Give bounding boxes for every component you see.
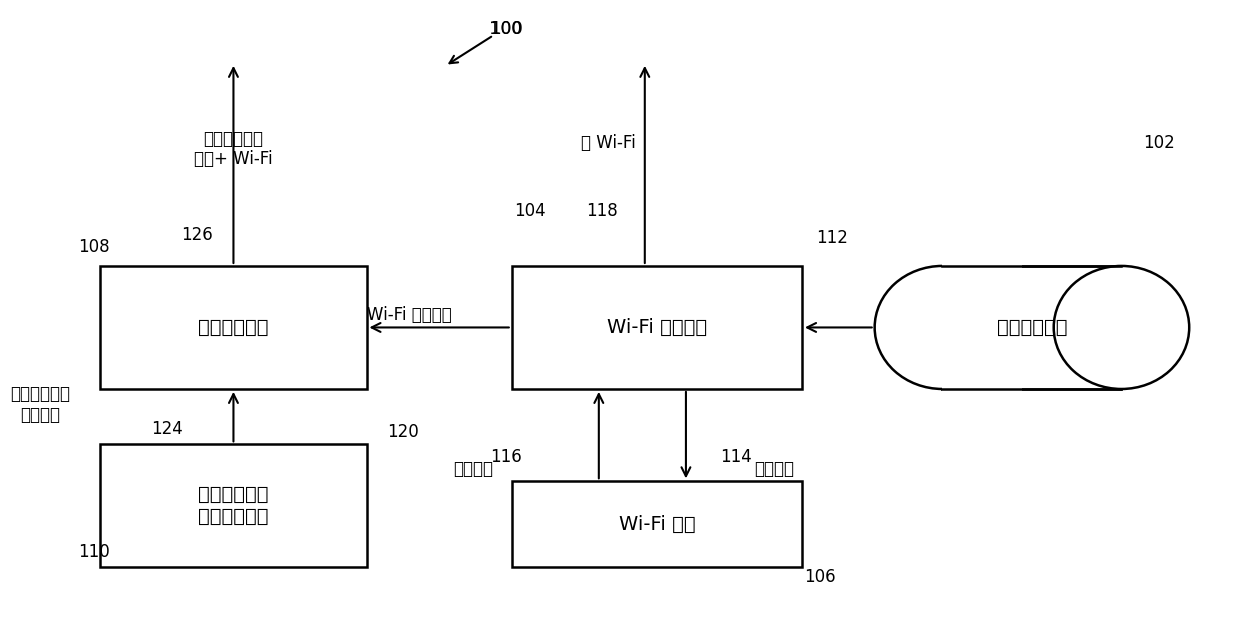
Text: 126: 126 (181, 226, 213, 244)
Text: 120: 120 (387, 423, 419, 441)
Text: 106: 106 (804, 567, 836, 586)
Text: 全球导航卫星
系统报告: 全球导航卫星 系统报告 (10, 385, 71, 424)
Ellipse shape (875, 266, 1010, 389)
Text: 118: 118 (586, 201, 618, 219)
Bar (512, 266, 802, 389)
Ellipse shape (1053, 266, 1189, 389)
Text: 100: 100 (489, 20, 522, 38)
Bar (100, 266, 367, 389)
Text: 全球导航卫星
系统定位引擎: 全球导航卫星 系统定位引擎 (198, 485, 269, 527)
Text: 混合定位引擎: 混合定位引擎 (198, 318, 269, 337)
Text: 全球导航卫星
系统+ Wi-Fi: 全球导航卫星 系统+ Wi-Fi (195, 130, 273, 169)
Text: 110: 110 (78, 543, 110, 561)
Text: 116: 116 (489, 447, 522, 465)
Text: 扫描参数: 扫描参数 (753, 460, 794, 478)
Text: Wi-Fi 定位引擎: Wi-Fi 定位引擎 (607, 318, 707, 337)
Text: 114: 114 (720, 447, 751, 465)
Text: 104: 104 (514, 201, 545, 219)
Text: 112: 112 (817, 229, 849, 247)
Text: 扫描结果: 扫描结果 (453, 460, 493, 478)
Text: 124: 124 (151, 420, 183, 438)
Bar (100, 444, 367, 567)
Text: 接入点数据库: 接入点数据库 (996, 318, 1067, 337)
Text: Wi-Fi 扫描: Wi-Fi 扫描 (618, 515, 695, 534)
Bar (943, 266, 1121, 389)
Text: 100: 100 (488, 20, 523, 38)
Bar (512, 481, 802, 567)
Text: 102: 102 (1144, 134, 1175, 152)
Text: Wi-Fi 定位报告: Wi-Fi 定位报告 (367, 306, 451, 324)
Bar (943, 260, 1022, 395)
Text: 仅 Wi-Fi: 仅 Wi-Fi (581, 134, 636, 152)
Text: 108: 108 (78, 239, 110, 256)
